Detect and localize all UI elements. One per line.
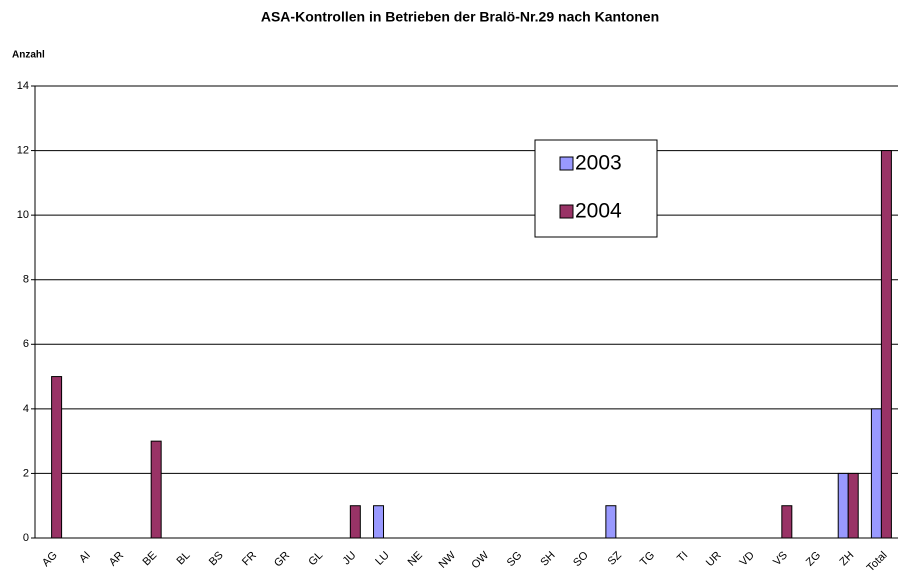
x-tick-label: NW [437, 549, 459, 571]
x-tick-label: UR [704, 549, 724, 569]
bar [870, 408, 882, 539]
bar [150, 440, 162, 539]
bar [781, 505, 793, 539]
x-tick-label: SO [571, 549, 591, 569]
legend-label: 2004 [575, 200, 622, 223]
bar [880, 150, 892, 539]
y-tick-label: 14 [17, 80, 29, 92]
x-tick-label: AG [40, 549, 60, 569]
y-tick-label: 4 [23, 403, 29, 415]
x-tick-label: ZG [804, 549, 823, 568]
x-tick-label: TG [638, 549, 657, 568]
legend-box [534, 139, 658, 238]
legend-label: 2003 [575, 152, 622, 175]
x-tick-label: GR [272, 549, 292, 569]
x-tick-label: ZH [838, 549, 857, 568]
x-tick-label: SG [505, 549, 525, 569]
x-tick-label: Total [865, 549, 890, 574]
legend-swatch [559, 204, 574, 219]
x-tick-label: BL [175, 549, 193, 567]
x-tick-label: TI [675, 549, 690, 564]
bar [373, 505, 385, 539]
y-tick-label: 8 [23, 274, 29, 286]
x-tick-label: SH [538, 549, 557, 568]
bar [605, 505, 617, 539]
x-tick-label: AR [107, 549, 126, 568]
x-tick-label: FR [240, 549, 259, 568]
bar [837, 472, 849, 539]
x-tick-label: GL [306, 549, 325, 568]
chart-title: ASA-Kontrollen in Betrieben der Bralö-Nr… [261, 9, 659, 25]
bar [349, 505, 361, 539]
x-tick-label: SZ [606, 549, 625, 568]
bar [51, 376, 63, 539]
bar [847, 472, 859, 539]
x-tick-label: VS [771, 549, 790, 568]
x-tick-label: VD [738, 549, 757, 568]
x-tick-label: JU [341, 549, 359, 567]
y-axis-label: Anzahl [12, 50, 45, 61]
x-tick-label: NE [406, 549, 425, 568]
y-tick-label: 6 [23, 338, 29, 350]
x-tick-label: AI [77, 549, 93, 565]
x-tick-label: LU [373, 549, 391, 567]
y-tick-label: 2 [23, 467, 29, 479]
y-tick-label: 0 [23, 532, 29, 544]
x-tick-label: BS [207, 549, 226, 568]
x-tick-label: BE [140, 549, 159, 568]
x-tick-label: OW [469, 549, 491, 571]
y-tick-label: 12 [17, 144, 29, 156]
legend-swatch [559, 156, 574, 171]
y-tick-label: 10 [17, 209, 29, 221]
